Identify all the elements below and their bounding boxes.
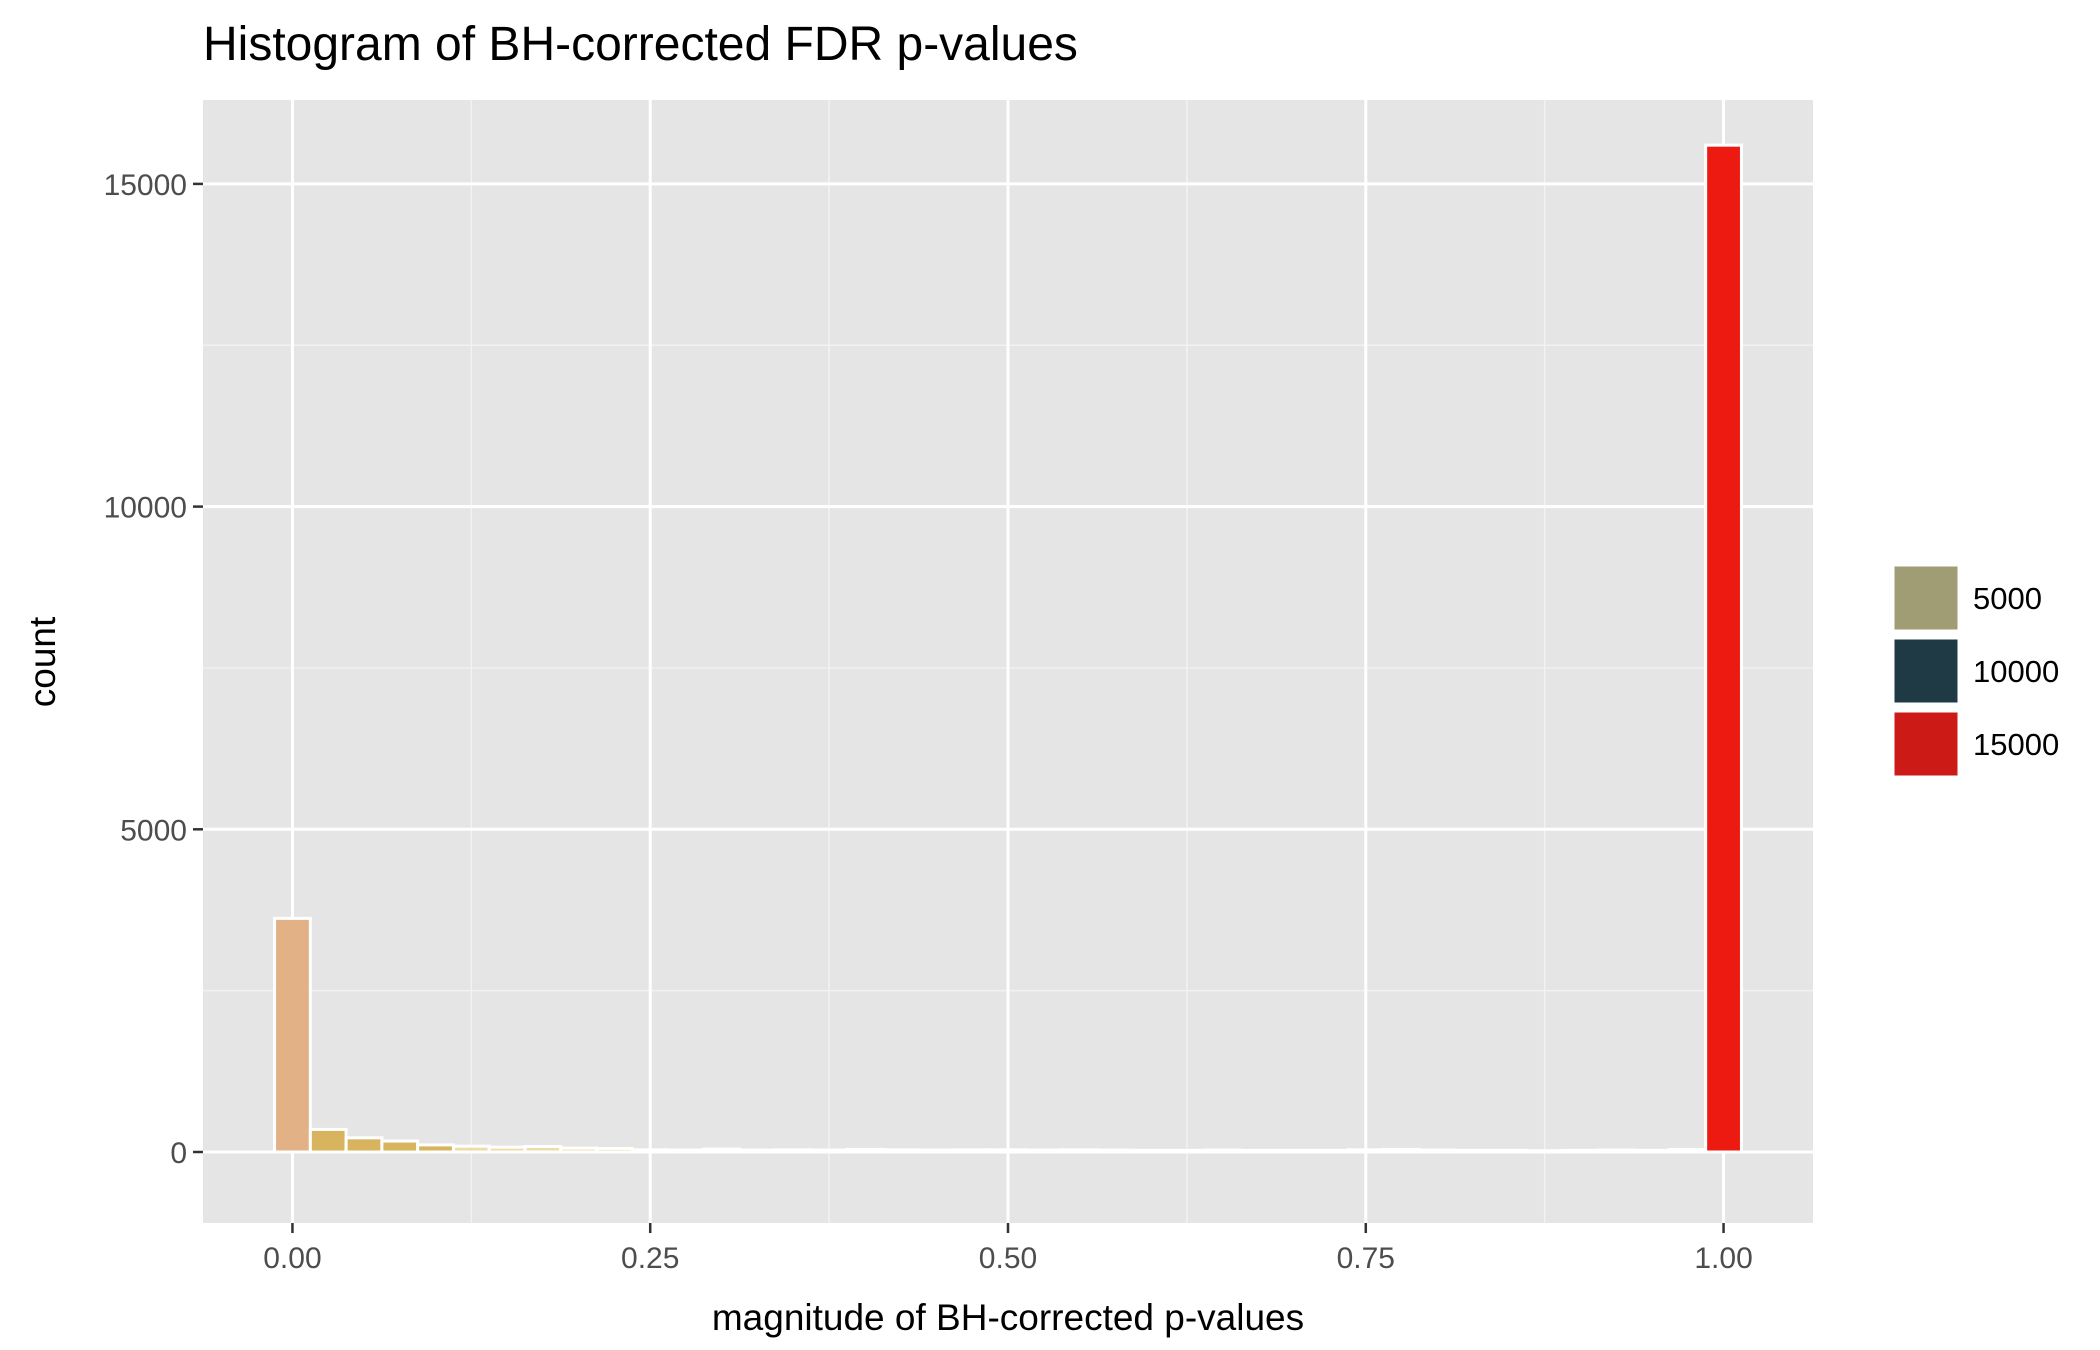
y-tick-label: 0	[170, 1137, 187, 1170]
histogram-bar	[344, 1136, 384, 1154]
histogram-bar	[1060, 1148, 1099, 1154]
x-axis-title: magnitude of BH-corrected p-values	[712, 1297, 1304, 1338]
histogram-bar	[988, 1148, 1028, 1154]
histogram-bar	[1274, 1148, 1314, 1154]
histogram-bar	[559, 1146, 599, 1154]
y-axis-title: count	[22, 616, 63, 707]
histogram-bar	[1453, 1148, 1493, 1154]
histogram-bar	[1310, 1148, 1350, 1154]
histogram-bar	[809, 1148, 849, 1154]
histogram-bar	[380, 1139, 420, 1154]
histogram-bar	[917, 1148, 956, 1154]
x-tick-label: 0.25	[621, 1242, 679, 1275]
histogram-bar	[451, 1144, 491, 1154]
histogram-bar	[487, 1145, 527, 1154]
histogram-bars	[273, 143, 1743, 1154]
y-axis: 0 5000 10000 15000	[104, 169, 203, 1170]
legend-label: 5000	[1973, 581, 2042, 616]
histogram-bar	[702, 1147, 742, 1154]
legend-swatch	[1891, 563, 1961, 633]
major-gridlines	[203, 100, 1813, 1223]
histogram-bar	[666, 1148, 706, 1154]
histogram-bar	[738, 1148, 777, 1154]
y-tick-label: 10000	[104, 492, 187, 525]
histogram-bar	[1382, 1147, 1421, 1154]
histogram-bar	[416, 1143, 455, 1154]
histogram-bar	[1346, 1148, 1386, 1154]
legend: 5000 10000 15000	[1891, 563, 2059, 779]
x-axis: 0.00 0.25 0.50 0.75 1.00	[263, 1223, 1753, 1275]
x-tick-label: 1.00	[1694, 1242, 1752, 1275]
histogram-bar	[1668, 1147, 1708, 1154]
histogram-bar	[952, 1148, 992, 1154]
legend-swatch	[1891, 709, 1961, 779]
histogram-bar	[1525, 1149, 1565, 1154]
y-tick-label: 5000	[120, 814, 187, 847]
histogram-bar	[523, 1145, 563, 1154]
histogram-bar	[1417, 1148, 1457, 1154]
x-tick-label: 0.00	[263, 1242, 321, 1275]
histogram-bar	[1632, 1148, 1672, 1154]
histogram-bar	[881, 1148, 921, 1154]
histogram-bar	[1095, 1148, 1135, 1154]
histogram-bar	[308, 1127, 348, 1154]
histogram-bar	[273, 916, 312, 1154]
histogram-bar	[595, 1146, 634, 1154]
histogram-bar	[1203, 1148, 1243, 1154]
legend-swatch	[1891, 636, 1961, 706]
x-tick-label: 0.50	[979, 1242, 1037, 1275]
y-tick-label: 15000	[104, 169, 187, 202]
histogram-bar	[630, 1148, 670, 1154]
histogram-bar	[773, 1148, 813, 1154]
histogram-bar	[1024, 1148, 1064, 1154]
legend-label: 15000	[1973, 727, 2059, 762]
legend-label: 10000	[1973, 654, 2059, 689]
x-tick-label: 0.75	[1337, 1242, 1395, 1275]
histogram-bar	[1704, 143, 1743, 1154]
histogram-bar	[1489, 1148, 1529, 1154]
histogram-bar	[1239, 1148, 1278, 1154]
histogram-bar	[1131, 1148, 1171, 1154]
histogram-bar	[845, 1147, 885, 1154]
histogram-bar	[1596, 1148, 1636, 1154]
chart-title: Histogram of BH-corrected FDR p-values	[203, 18, 1078, 71]
histogram-bar	[1167, 1148, 1207, 1154]
histogram-bar	[1561, 1148, 1600, 1154]
